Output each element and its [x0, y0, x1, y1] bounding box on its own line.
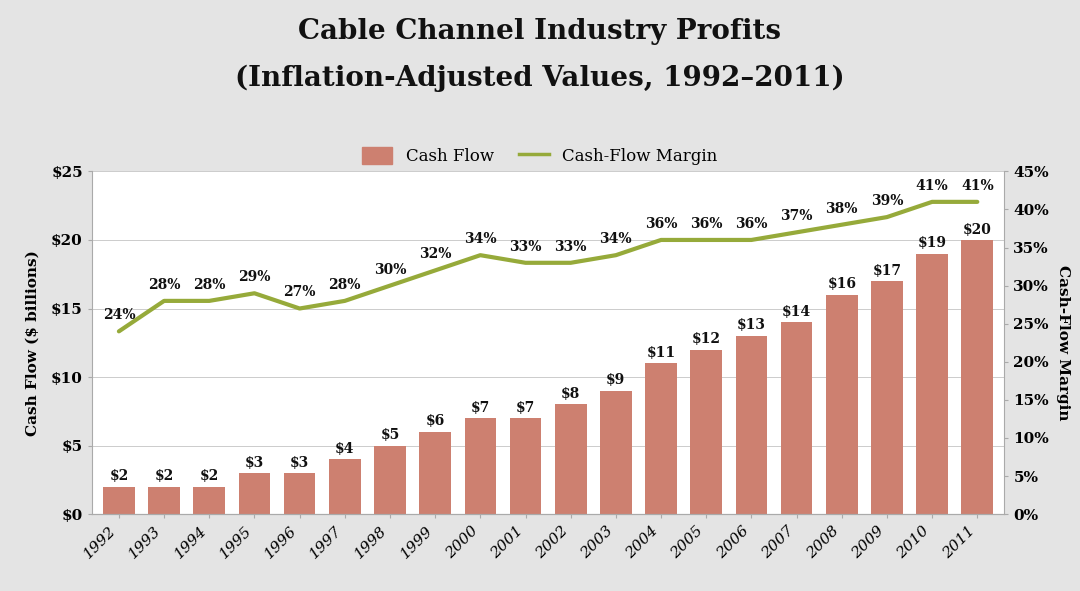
Text: $13: $13	[737, 319, 766, 333]
Bar	[645, 363, 677, 514]
Text: 30%: 30%	[374, 262, 406, 277]
Text: 34%: 34%	[464, 232, 497, 246]
Bar	[329, 459, 361, 514]
Legend: Cash Flow, Cash-Flow Margin: Cash Flow, Cash-Flow Margin	[354, 138, 726, 173]
Text: 24%: 24%	[103, 309, 135, 322]
Text: 37%: 37%	[781, 209, 813, 223]
Text: 34%: 34%	[599, 232, 632, 246]
Bar	[735, 336, 767, 514]
Text: $2: $2	[200, 469, 219, 483]
Text: $12: $12	[691, 332, 720, 346]
Y-axis label: Cash-Flow Margin: Cash-Flow Margin	[1056, 265, 1070, 421]
Text: 32%: 32%	[419, 247, 451, 261]
Bar	[464, 418, 496, 514]
Bar	[239, 473, 270, 514]
Bar	[103, 487, 135, 514]
Bar	[148, 487, 180, 514]
Text: $5: $5	[380, 428, 400, 442]
Text: 39%: 39%	[870, 194, 903, 208]
Text: 27%: 27%	[283, 285, 315, 300]
Bar	[193, 487, 225, 514]
Text: $17: $17	[873, 264, 902, 278]
Bar	[872, 281, 903, 514]
Text: 38%: 38%	[825, 202, 858, 216]
Text: $4: $4	[335, 442, 354, 456]
Text: 36%: 36%	[735, 217, 768, 231]
Text: 36%: 36%	[690, 217, 723, 231]
Text: Cable Channel Industry Profits: Cable Channel Industry Profits	[298, 18, 782, 45]
Text: $19: $19	[918, 236, 946, 250]
Bar	[510, 418, 541, 514]
Text: 36%: 36%	[645, 217, 677, 231]
Bar	[961, 240, 994, 514]
Text: 28%: 28%	[148, 278, 180, 292]
Text: $2: $2	[154, 469, 174, 483]
Text: $3: $3	[291, 456, 309, 470]
Bar	[284, 473, 315, 514]
Y-axis label: Cash Flow ($ billions): Cash Flow ($ billions)	[26, 250, 40, 436]
Text: (Inflation-Adjusted Values, 1992–2011): (Inflation-Adjusted Values, 1992–2011)	[235, 65, 845, 92]
Text: 29%: 29%	[239, 270, 271, 284]
Text: $11: $11	[647, 346, 676, 360]
Bar	[690, 350, 723, 514]
Text: $20: $20	[963, 223, 991, 236]
Text: $16: $16	[827, 277, 856, 291]
Text: $6: $6	[426, 414, 445, 428]
Bar	[826, 295, 858, 514]
Text: 41%: 41%	[961, 178, 994, 193]
Text: 41%: 41%	[916, 178, 948, 193]
Bar	[419, 432, 451, 514]
Bar	[781, 322, 812, 514]
Bar	[555, 404, 586, 514]
Text: $14: $14	[782, 305, 811, 319]
Text: $2: $2	[109, 469, 129, 483]
Bar	[600, 391, 632, 514]
Text: $8: $8	[562, 387, 580, 401]
Bar	[374, 446, 406, 514]
Text: 33%: 33%	[510, 240, 542, 254]
Text: $3: $3	[245, 456, 265, 470]
Text: 28%: 28%	[328, 278, 361, 292]
Text: $7: $7	[516, 401, 535, 415]
Text: 33%: 33%	[554, 240, 586, 254]
Text: 28%: 28%	[193, 278, 226, 292]
Text: $7: $7	[471, 401, 490, 415]
Text: $9: $9	[606, 374, 625, 387]
Bar	[916, 254, 948, 514]
